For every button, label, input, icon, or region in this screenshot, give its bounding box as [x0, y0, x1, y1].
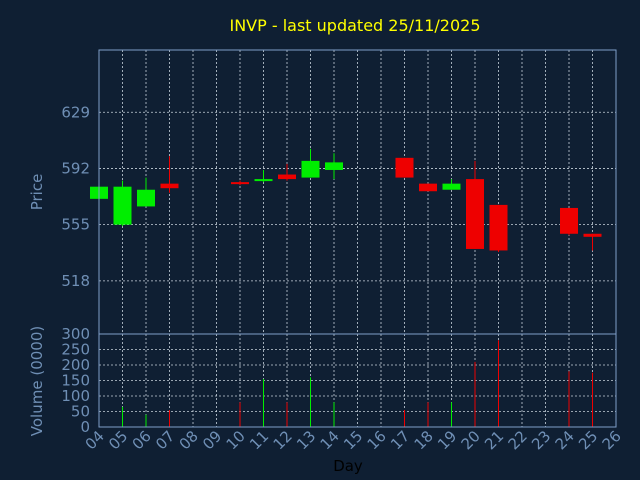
candle-body [137, 189, 155, 207]
candlesticks [90, 148, 602, 252]
price-axis-label: Price [28, 174, 46, 211]
candle-body [278, 174, 296, 180]
volume-tick-label: 250 [61, 341, 90, 359]
candle-body [583, 233, 602, 237]
candle-body [489, 204, 508, 251]
candle-body [254, 179, 273, 182]
candle-body [325, 162, 343, 170]
volume-tick-label: 300 [61, 325, 90, 343]
price-tick-label: 592 [61, 159, 90, 177]
candle-body [301, 160, 320, 178]
volume-tick-label: 0 [80, 418, 90, 436]
price-tick-label: 518 [61, 272, 90, 290]
volume-tick-label: 150 [61, 372, 90, 390]
volume-plot-frame [98, 333, 617, 428]
day-axis-label: Day [333, 457, 363, 475]
candle-body [560, 207, 578, 234]
volume-tick-label: 200 [61, 356, 90, 374]
price-tick-label: 555 [61, 216, 90, 234]
candle-body [395, 157, 414, 178]
candle-body [113, 186, 132, 225]
day-tick-labels: 0405060708091011121314151617181920212223… [82, 427, 625, 453]
volume-bars [122, 340, 593, 427]
price-tick-labels: 518 555 592 629 [61, 103, 90, 290]
chart-title: INVP - last updated 25/11/2025 [229, 16, 480, 35]
volume-axis-label: Volume (0000) [28, 326, 46, 436]
candle-body [442, 183, 461, 190]
candle-body [419, 183, 437, 192]
candle-body [231, 182, 249, 185]
price-tick-label: 629 [61, 103, 90, 121]
volume-tick-label: 100 [61, 387, 90, 405]
volume-tick-label: 50 [71, 403, 90, 421]
candle-body [160, 183, 179, 189]
candle-body [466, 179, 484, 249]
